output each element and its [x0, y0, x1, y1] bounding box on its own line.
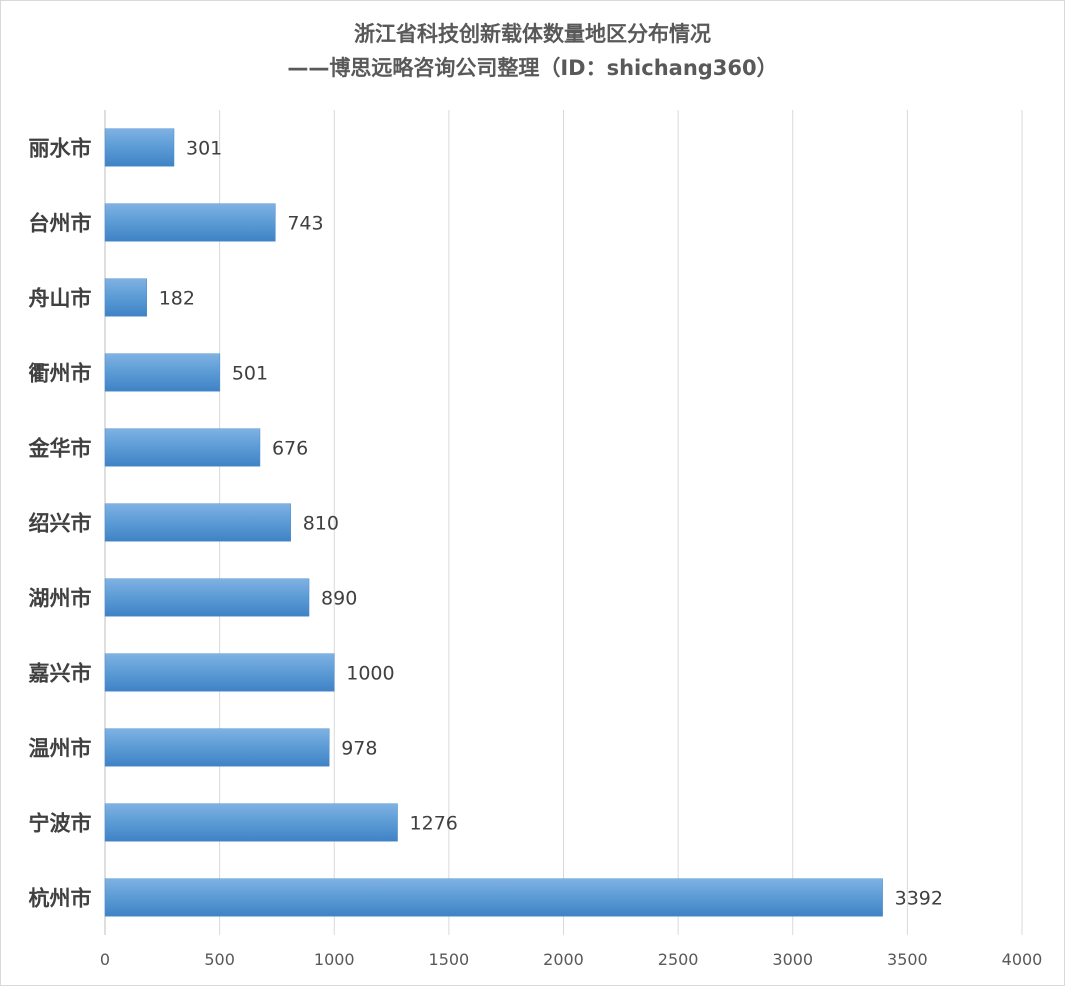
category-label: 衢州市 — [29, 362, 92, 386]
value-label: 676 — [272, 438, 308, 460]
x-tick-label: 4000 — [1002, 950, 1043, 969]
value-label: 978 — [341, 738, 377, 760]
value-label: 182 — [159, 288, 195, 310]
category-label: 金华市 — [28, 437, 92, 461]
x-tick-label: 3500 — [887, 950, 928, 969]
category-label: 嘉兴市 — [29, 662, 92, 686]
x-tick-label: 2000 — [543, 950, 584, 969]
bars — [104, 128, 883, 917]
category-label: 湖州市 — [29, 587, 92, 611]
x-tick-label: 1500 — [429, 950, 470, 969]
bar — [104, 503, 291, 542]
category-label: 杭州市 — [29, 887, 92, 911]
category-label: 丽水市 — [29, 137, 92, 161]
bar — [104, 428, 261, 467]
bar — [104, 278, 147, 317]
bar — [104, 353, 221, 392]
value-label: 743 — [287, 213, 323, 235]
value-label: 301 — [186, 138, 222, 160]
category-label: 绍兴市 — [29, 512, 92, 536]
bar — [104, 728, 330, 767]
bar — [104, 203, 276, 242]
bar — [104, 653, 335, 692]
category-label: 台州市 — [29, 212, 92, 236]
value-label: 3392 — [895, 888, 943, 910]
x-tick-label: 1000 — [314, 950, 355, 969]
bar — [104, 878, 883, 917]
x-tick-label: 500 — [204, 950, 235, 969]
bar — [104, 803, 398, 842]
category-label: 宁波市 — [29, 812, 92, 836]
value-label: 1000 — [346, 663, 394, 685]
category-label: 温州市 — [29, 737, 92, 761]
value-label: 890 — [321, 588, 357, 610]
value-label: 810 — [303, 513, 339, 535]
x-tick-label: 2500 — [658, 950, 699, 969]
chart-title: 浙江省科技创新载体数量地区分布情况 — [354, 22, 711, 46]
x-tick-label: 3000 — [772, 950, 813, 969]
bar — [104, 578, 310, 617]
bar — [104, 128, 175, 167]
value-label: 501 — [232, 363, 268, 385]
category-label: 舟山市 — [29, 287, 92, 311]
x-tick-label: 0 — [100, 950, 110, 969]
value-label: 1276 — [410, 813, 458, 835]
chart-subtitle: ——博思远略咨询公司整理（ID：shichang360） — [287, 56, 778, 80]
labels: 0 500 1000 1500 2000 2500 3000 3500 4000 丽水市 301 台州… — [28, 137, 1043, 970]
gridlines — [104, 110, 1023, 935]
